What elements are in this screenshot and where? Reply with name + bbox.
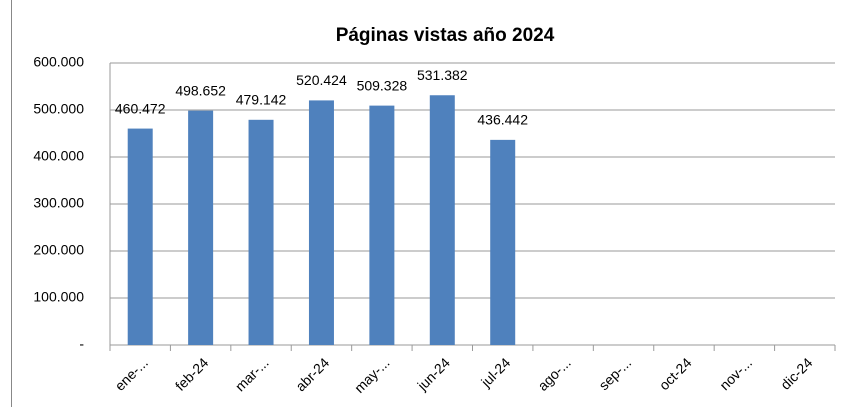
bar (248, 119, 274, 346)
data-label: 531.382 (417, 67, 468, 83)
y-tick-label: 500.000 (33, 101, 84, 117)
y-tick-label: 200.000 (33, 242, 84, 258)
data-label: 479.142 (236, 92, 287, 108)
chart-title: Páginas vistas año 2024 (336, 25, 555, 46)
bar (490, 139, 516, 345)
data-label: 460.472 (115, 100, 166, 116)
y-tick-label: 600.000 (33, 54, 84, 70)
y-tick-label: 100.000 (33, 289, 84, 305)
bar (369, 105, 395, 345)
data-label: 520.424 (296, 72, 347, 88)
data-label: 436.442 (477, 112, 528, 128)
bar (127, 128, 153, 345)
y-tick-label: 300.000 (33, 195, 84, 211)
bar (429, 95, 455, 345)
data-label: 498.652 (175, 82, 226, 98)
y-tick-label: 400.000 (33, 148, 84, 164)
bar (308, 100, 334, 345)
data-label: 509.328 (357, 77, 408, 93)
bar (188, 110, 214, 345)
y-tick-label: - (79, 336, 84, 352)
